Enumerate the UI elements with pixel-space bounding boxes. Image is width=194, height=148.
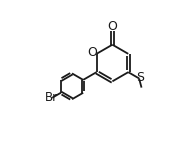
Text: O: O [87, 46, 97, 59]
Text: O: O [107, 20, 117, 33]
Text: Br: Br [45, 91, 58, 104]
Text: S: S [136, 71, 144, 85]
